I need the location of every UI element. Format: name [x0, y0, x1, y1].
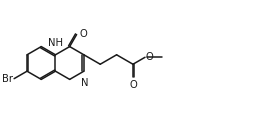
Text: O: O [79, 29, 87, 38]
Text: N: N [81, 78, 88, 88]
Text: O: O [145, 52, 153, 62]
Text: O: O [130, 80, 138, 90]
Text: Br: Br [2, 74, 13, 84]
Text: NH: NH [48, 38, 63, 48]
